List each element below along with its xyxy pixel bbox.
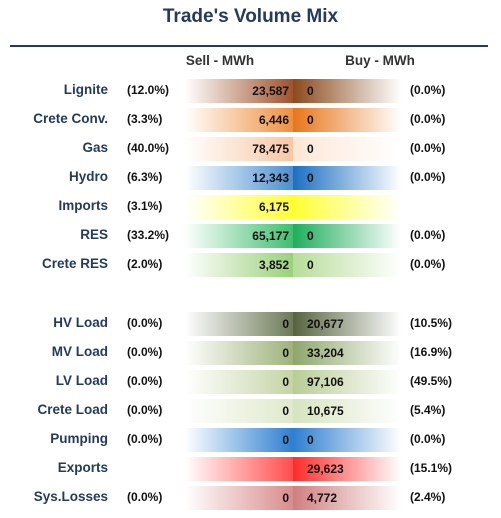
sell-percent: (0.0%): [127, 345, 163, 359]
table-row: Sys.Losses (0.0%) 0 4,772 (2.4%): [0, 484, 501, 510]
sell-value-cell: 6,175: [185, 195, 293, 219]
sell-percent: (33.2%): [127, 228, 170, 242]
buy-value-cell: 10,675: [293, 399, 401, 423]
sell-value-cell: 65,177: [185, 224, 293, 248]
table-row: Imports (3.1%) 6,175: [0, 193, 501, 219]
sell-percent: [127, 455, 182, 481]
buy-percent: (0.0%): [410, 141, 446, 155]
sell-value-cell: 78,475: [185, 137, 293, 161]
buy-percent: (0.0%): [410, 112, 446, 126]
buy-percent: (49.5%): [410, 374, 453, 388]
sell-value-cell: 0: [185, 341, 293, 365]
sell-percent: (0.0%): [127, 490, 163, 504]
sell-value-cell: 0: [185, 399, 293, 423]
sell-percent: (0.0%): [127, 432, 163, 446]
buy-percent: (0.0%): [410, 228, 446, 242]
buy-value-cell: 0: [293, 253, 401, 277]
buy-percent: (0.0%): [410, 83, 446, 97]
buy-percent: [410, 193, 470, 219]
sell-percent: (40.0%): [127, 141, 170, 155]
sell-value-cell: 6,446: [185, 108, 293, 132]
buy-percent: (5.4%): [410, 403, 446, 417]
row-label: Gas: [82, 140, 108, 155]
table-row: Crete Conv. (3.3%) 6,446 0 (0.0%): [0, 106, 501, 132]
sell-percent: (0.0%): [127, 403, 163, 417]
buy-value-cell: 4,772: [293, 486, 401, 510]
buy-value-cell: 0: [293, 166, 401, 190]
buy-value-cell: 97,106: [293, 370, 401, 394]
sell-value-cell: 0: [185, 312, 293, 336]
table-row: Hydro (6.3%) 12,343 0 (0.0%): [0, 164, 501, 190]
buy-column-header: Buy - MWh: [345, 53, 415, 68]
row-label: Imports: [58, 198, 108, 213]
table-row: Lignite (12.0%) 23,587 0 (0.0%): [0, 77, 501, 103]
sell-value-cell: [185, 457, 293, 481]
row-label: Lignite: [63, 82, 108, 97]
table-row: Crete RES (2.0%) 3,852 0 (0.0%): [0, 251, 501, 277]
buy-percent: (16.9%): [410, 345, 453, 359]
buy-value-cell: 29,623: [293, 457, 401, 481]
row-label: Crete Conv.: [33, 111, 108, 126]
row-label: Sys.Losses: [33, 489, 108, 504]
sell-value-cell: 0: [185, 370, 293, 394]
buy-value-cell: 0: [293, 428, 401, 452]
row-label: Crete Load: [37, 402, 108, 417]
table-row: RES (33.2%) 65,177 0 (0.0%): [0, 222, 501, 248]
table-row: Crete Load (0.0%) 0 10,675 (5.4%): [0, 397, 501, 423]
table-row: Gas (40.0%) 78,475 0 (0.0%): [0, 135, 501, 161]
sell-value-cell: 0: [185, 486, 293, 510]
sell-value-cell: 12,343: [185, 166, 293, 190]
sell-percent: (6.3%): [127, 170, 163, 184]
row-label: Pumping: [50, 431, 108, 446]
row-label: HV Load: [53, 315, 108, 330]
sell-value-cell: 3,852: [185, 253, 293, 277]
sell-percent: (3.1%): [127, 199, 163, 213]
buy-percent: (10.5%): [410, 316, 453, 330]
table-row: Pumping (0.0%) 0 0 (0.0%): [0, 426, 501, 452]
buy-value-cell: [293, 195, 401, 219]
title-divider: [10, 45, 488, 47]
buy-percent: (0.0%): [410, 432, 446, 446]
buy-value-cell: 0: [293, 224, 401, 248]
row-label: Crete RES: [41, 256, 108, 271]
sell-value-cell: 23,587: [185, 79, 293, 103]
table-row: MV Load (0.0%) 0 33,204 (16.9%): [0, 339, 501, 365]
table-row: LV Load (0.0%) 0 97,106 (49.5%): [0, 368, 501, 394]
sell-percent: (3.3%): [127, 112, 163, 126]
buy-value-cell: 0: [293, 137, 401, 161]
page-title: Trade's Volume Mix: [162, 6, 339, 27]
row-label: LV Load: [55, 373, 108, 388]
row-label: RES: [80, 227, 108, 242]
row-label: Hydro: [68, 169, 108, 184]
buy-value-cell: 0: [293, 79, 401, 103]
buy-value-cell: 0: [293, 108, 401, 132]
buy-percent: (0.0%): [410, 257, 446, 271]
sell-percent: (2.0%): [127, 257, 163, 271]
buy-percent: (15.1%): [410, 461, 453, 475]
buy-percent: (0.0%): [410, 170, 446, 184]
sell-percent: (0.0%): [127, 374, 163, 388]
sell-value-cell: 0: [185, 428, 293, 452]
table-row: HV Load (0.0%) 0 20,677 (10.5%): [0, 310, 501, 336]
row-label: Exports: [57, 460, 108, 475]
table-row: Exports 29,623 (15.1%): [0, 455, 501, 481]
sell-column-header: Sell - MWh: [185, 53, 255, 68]
sell-percent: (0.0%): [127, 316, 163, 330]
sell-percent: (12.0%): [127, 83, 170, 97]
buy-percent: (2.4%): [410, 490, 446, 504]
buy-value-cell: 33,204: [293, 341, 401, 365]
buy-value-cell: 20,677: [293, 312, 401, 336]
row-label: MV Load: [51, 344, 108, 359]
